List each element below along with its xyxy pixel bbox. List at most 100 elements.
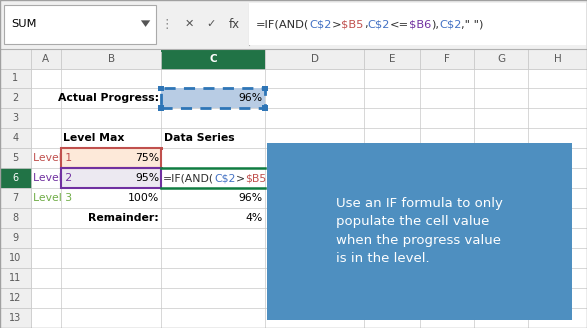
Bar	[161, 49, 265, 69]
Text: Level Max: Level Max	[63, 133, 125, 143]
Text: ," "): ," ")	[461, 19, 484, 29]
Text: ⋮: ⋮	[160, 18, 173, 31]
Text: 9: 9	[12, 233, 18, 243]
Bar	[0, 49, 31, 69]
Text: ✕: ✕	[184, 19, 194, 29]
Text: 4: 4	[12, 133, 18, 143]
Bar	[0, 109, 31, 128]
Text: ),: ),	[431, 19, 439, 29]
Text: 96%: 96%	[239, 193, 263, 203]
Text: 13: 13	[9, 313, 21, 323]
Bar	[61, 168, 161, 188]
Text: 11: 11	[9, 273, 21, 283]
Bar	[161, 89, 265, 109]
Bar	[161, 89, 265, 109]
Bar	[0, 69, 31, 89]
Text: D: D	[311, 53, 319, 64]
Text: SUM: SUM	[12, 19, 37, 29]
Text: ,: ,	[364, 19, 367, 29]
Text: 100%: 100%	[128, 193, 159, 203]
Bar	[528, 49, 587, 69]
Text: C$2: C$2	[439, 19, 461, 29]
Bar	[0, 288, 31, 308]
Text: =IF(AND(: =IF(AND(	[256, 19, 309, 29]
Text: <=: <=	[390, 19, 409, 29]
Text: 2: 2	[12, 93, 18, 103]
Text: >: >	[235, 173, 245, 183]
Bar	[158, 86, 164, 92]
Bar	[0, 0, 587, 49]
Text: $B6: $B6	[409, 19, 431, 29]
Text: 8: 8	[12, 213, 18, 223]
Bar	[0, 308, 31, 328]
Text: C$2: C$2	[309, 19, 332, 29]
Text: 95%: 95%	[135, 173, 159, 183]
Text: C$2: C$2	[367, 19, 390, 29]
Text: C$2: C$2	[338, 173, 359, 183]
Polygon shape	[141, 20, 150, 27]
Text: Use an IF formula to only
populate the cell value
when the progress value
is in : Use an IF formula to only populate the c…	[336, 197, 503, 265]
Text: Actual Progress:: Actual Progress:	[58, 93, 159, 103]
Bar	[262, 86, 268, 92]
Text: >: >	[332, 19, 341, 29]
Text: ," "): ," ")	[359, 173, 380, 183]
Text: 5: 5	[12, 153, 18, 163]
Text: fx: fx	[229, 18, 239, 31]
Bar	[364, 49, 420, 69]
Bar	[0, 128, 31, 148]
Text: 75%: 75%	[135, 153, 159, 163]
Text: Remainder:: Remainder:	[88, 213, 159, 223]
Text: H: H	[554, 53, 562, 64]
Text: 10: 10	[9, 253, 21, 263]
Bar	[420, 49, 474, 69]
Text: $B5: $B5	[341, 19, 364, 29]
Text: =IF(AND(: =IF(AND(	[163, 173, 214, 183]
Text: ),: ),	[330, 173, 338, 183]
Text: Level 1: Level 1	[33, 153, 72, 163]
Text: A: A	[42, 53, 49, 64]
Text: $B6: $B6	[309, 173, 330, 183]
Text: Data Series: Data Series	[164, 133, 234, 143]
Text: $B5: $B5	[245, 173, 266, 183]
Bar	[61, 148, 161, 168]
Text: 96%: 96%	[239, 93, 263, 103]
Text: F: F	[444, 53, 450, 64]
Bar	[474, 49, 528, 69]
Text: 3: 3	[12, 113, 18, 123]
Bar	[0, 49, 587, 328]
Bar	[0, 208, 31, 228]
Bar	[160, 147, 163, 150]
Bar	[267, 143, 572, 320]
Bar	[0, 248, 31, 268]
Text: <=: <=	[291, 173, 309, 183]
Bar	[4, 5, 156, 44]
Bar	[160, 167, 163, 169]
Text: C$2: C$2	[214, 173, 235, 183]
Bar	[0, 268, 31, 288]
Text: Level 3: Level 3	[33, 193, 72, 203]
Bar	[61, 168, 161, 188]
Text: 12: 12	[9, 293, 22, 303]
Text: 4%: 4%	[246, 213, 263, 223]
Text: ✓: ✓	[206, 19, 215, 29]
Bar	[0, 168, 31, 188]
Bar	[262, 106, 268, 112]
Bar	[158, 106, 164, 112]
Text: Level 2: Level 2	[33, 173, 72, 183]
Bar	[265, 49, 364, 69]
Bar	[0, 89, 31, 109]
Bar	[31, 49, 61, 69]
Bar	[161, 49, 265, 52]
Text: C: C	[210, 53, 217, 64]
Bar	[0, 228, 31, 248]
Text: B: B	[107, 53, 115, 64]
Text: G: G	[497, 53, 505, 64]
Bar	[249, 3, 586, 45]
Bar	[0, 148, 31, 168]
Text: 6: 6	[12, 173, 18, 183]
Text: E: E	[389, 53, 395, 64]
Bar	[0, 188, 31, 208]
Text: 7: 7	[12, 193, 18, 203]
Bar	[61, 49, 161, 69]
Text: ,: ,	[266, 173, 269, 183]
